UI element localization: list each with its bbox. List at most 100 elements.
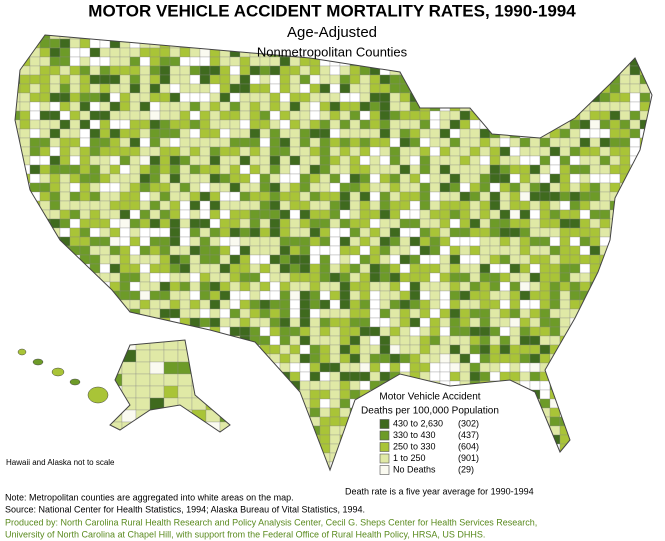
county [19, 47, 31, 58]
county [589, 281, 601, 292]
county [339, 317, 351, 328]
county [479, 281, 491, 292]
county [429, 74, 441, 85]
county [389, 281, 401, 292]
county [579, 155, 591, 166]
county [339, 182, 351, 193]
county [39, 443, 51, 454]
county [449, 218, 461, 229]
county [15, 245, 21, 256]
county [559, 254, 571, 265]
county [599, 308, 611, 319]
county [469, 35, 481, 40]
county [539, 389, 551, 400]
county [259, 380, 271, 391]
county [259, 299, 271, 310]
county [299, 317, 311, 328]
county [519, 290, 531, 301]
county [329, 416, 341, 427]
county [179, 164, 191, 175]
county [49, 254, 61, 265]
county [619, 272, 631, 283]
county [129, 119, 141, 130]
county [379, 344, 391, 355]
county [189, 254, 201, 265]
county [99, 299, 111, 310]
county [139, 56, 151, 67]
county [49, 65, 61, 76]
county [339, 344, 351, 355]
county [439, 47, 451, 58]
county [249, 164, 261, 175]
county [489, 164, 501, 175]
county [29, 443, 41, 454]
county [519, 281, 531, 292]
county [169, 137, 181, 148]
county [489, 83, 501, 94]
county [299, 290, 311, 301]
county [150, 471, 160, 480]
county [379, 335, 391, 346]
county [29, 380, 41, 391]
county [589, 65, 601, 76]
county [229, 209, 241, 220]
county [429, 38, 441, 49]
borough [149, 349, 165, 363]
county [449, 236, 461, 247]
county [419, 47, 431, 58]
county [549, 35, 561, 40]
county [469, 353, 481, 364]
county [329, 452, 341, 463]
county [359, 245, 371, 256]
county [319, 83, 331, 94]
county [159, 35, 171, 40]
county [529, 119, 541, 130]
county [629, 362, 641, 373]
county [519, 101, 531, 112]
county [15, 335, 21, 346]
county [489, 272, 501, 283]
county [239, 353, 251, 364]
county [569, 182, 581, 193]
county [69, 317, 81, 328]
county [559, 35, 571, 40]
borough [163, 373, 179, 387]
county [619, 182, 631, 193]
county [119, 35, 131, 40]
county [289, 209, 301, 220]
county [639, 416, 651, 427]
county [529, 308, 541, 319]
county [299, 101, 311, 112]
county [329, 362, 341, 373]
county [49, 380, 61, 391]
county [499, 119, 511, 130]
county [39, 137, 51, 148]
county [429, 299, 441, 310]
county [549, 461, 561, 470]
county [89, 101, 101, 112]
county [539, 299, 551, 310]
county [119, 110, 131, 121]
county [290, 471, 300, 480]
county [139, 254, 151, 265]
county [609, 38, 621, 49]
county [339, 173, 351, 184]
county [619, 326, 631, 337]
county [599, 155, 611, 166]
county [159, 101, 171, 112]
county [189, 65, 201, 76]
county [259, 245, 271, 256]
county [589, 218, 601, 229]
county [369, 326, 381, 337]
county [209, 227, 221, 238]
county [39, 281, 51, 292]
county [379, 371, 391, 382]
county [209, 128, 221, 139]
county [629, 137, 641, 148]
county [299, 245, 311, 256]
county [49, 119, 61, 130]
county [439, 56, 451, 67]
county [49, 74, 61, 85]
county [219, 254, 231, 265]
county [199, 173, 211, 184]
